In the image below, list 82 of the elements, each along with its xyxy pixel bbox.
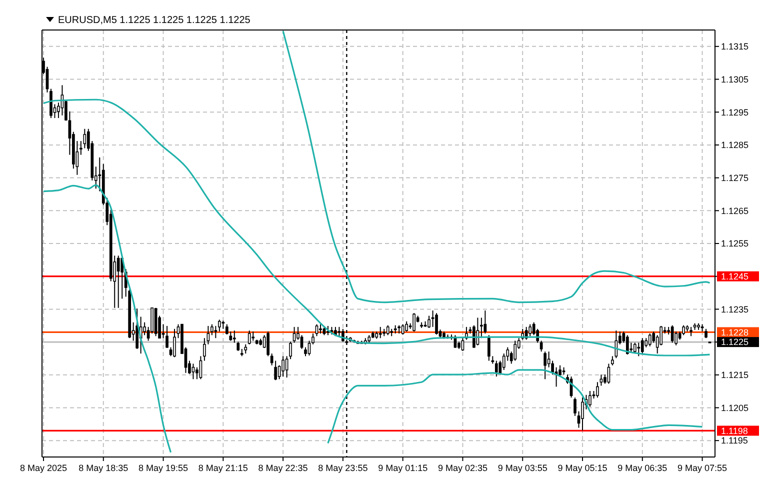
candlestick	[435, 312, 438, 335]
y-tick-label: 1.1205	[721, 402, 749, 413]
ref-line-label: 1.1245	[721, 271, 749, 282]
candlestick	[514, 340, 517, 362]
candlestick	[484, 310, 487, 334]
x-tick-label: 9 May 01:15	[378, 463, 428, 473]
candlestick	[166, 325, 168, 348]
line-series	[42, 98, 711, 356]
ref-line-label: 1.1198	[721, 426, 748, 436]
candlestick	[319, 324, 322, 334]
candlestick	[704, 328, 708, 339]
candlestick	[386, 324, 390, 336]
candlestick	[648, 333, 652, 347]
x-tick-label: 8 May 22:35	[258, 463, 308, 473]
candlestick	[480, 317, 483, 339]
x-tick-label: 9 May 06:35	[618, 463, 668, 473]
candlestick	[210, 324, 214, 336]
x-tick-label: 8 May 2025	[20, 463, 68, 473]
y-tick-label: 1.1285	[721, 140, 749, 150]
y-tick-label: 1.1305	[721, 74, 749, 84]
y-tick-label: 1.1275	[721, 172, 749, 183]
candlestick	[494, 360, 498, 378]
y-tick-label: 1.1255	[721, 238, 749, 249]
ref-line-label: 1.1228	[721, 327, 749, 338]
candlestick	[412, 312, 416, 332]
x-tick-label: 9 May 03:55	[498, 463, 548, 473]
candlestick	[637, 342, 640, 357]
candlestick	[690, 326, 692, 337]
y-tick-label: 1.1315	[721, 42, 749, 52]
candlestick	[192, 363, 195, 380]
candlestick	[236, 341, 240, 352]
candlestick	[248, 330, 251, 345]
candlestick	[274, 360, 277, 381]
candlestick	[581, 397, 584, 431]
candlestick	[252, 331, 255, 342]
candlestick	[292, 326, 296, 344]
y-tick-label: 1.1265	[721, 206, 749, 216]
candlestick	[116, 255, 120, 308]
x-tick-label: 9 May 07:55	[678, 463, 728, 473]
chart-title: EURUSD,M5 1.1225 1.1225 1.1225 1.1225	[58, 15, 251, 26]
line-series	[282, 30, 711, 304]
x-tick-label: 9 May 05:15	[558, 463, 608, 473]
x-tick-label: 8 May 23:55	[318, 463, 368, 473]
x-tick-label: 8 May 19:55	[138, 463, 188, 473]
candlestick	[282, 356, 284, 378]
candlestick	[50, 88, 52, 119]
candlestick	[596, 382, 599, 398]
y-tick-label: 1.1295	[721, 107, 749, 118]
candlestick	[487, 334, 490, 362]
y-tick-label: 1.1215	[721, 370, 749, 380]
candlestick	[611, 356, 614, 366]
candlestick	[528, 324, 532, 337]
ref-line-label: 1.1225	[721, 337, 749, 348]
candlestick	[540, 340, 543, 352]
candlestick	[640, 338, 644, 354]
candlestick	[232, 330, 236, 344]
candlestick	[544, 351, 546, 380]
y-tick-label: 1.1195	[721, 436, 748, 446]
candlestick	[682, 324, 685, 336]
candlestick	[644, 338, 648, 348]
candlestick	[136, 308, 139, 350]
candlestick	[315, 324, 318, 337]
y-tick-label: 1.1235	[721, 304, 749, 314]
candlestick	[218, 319, 221, 332]
candlestick	[378, 326, 382, 339]
x-tick-label: 8 May 21:15	[198, 463, 248, 473]
candlestick	[338, 326, 341, 337]
candlestick	[428, 315, 430, 328]
candlestick	[266, 331, 270, 357]
x-tick-label: 8 May 18:35	[78, 463, 128, 473]
candlestick	[143, 322, 146, 336]
candlestick	[401, 324, 404, 335]
candlestick	[670, 324, 674, 344]
candlestick	[244, 344, 248, 354]
x-tick-label: 9 May 02:35	[438, 463, 488, 473]
candlestick	[173, 328, 176, 358]
candlestick	[652, 331, 656, 344]
candlestick	[588, 390, 592, 408]
candlestick	[214, 325, 218, 339]
candlestick	[574, 397, 576, 416]
candlestick	[626, 334, 629, 356]
candlestick	[405, 320, 408, 332]
